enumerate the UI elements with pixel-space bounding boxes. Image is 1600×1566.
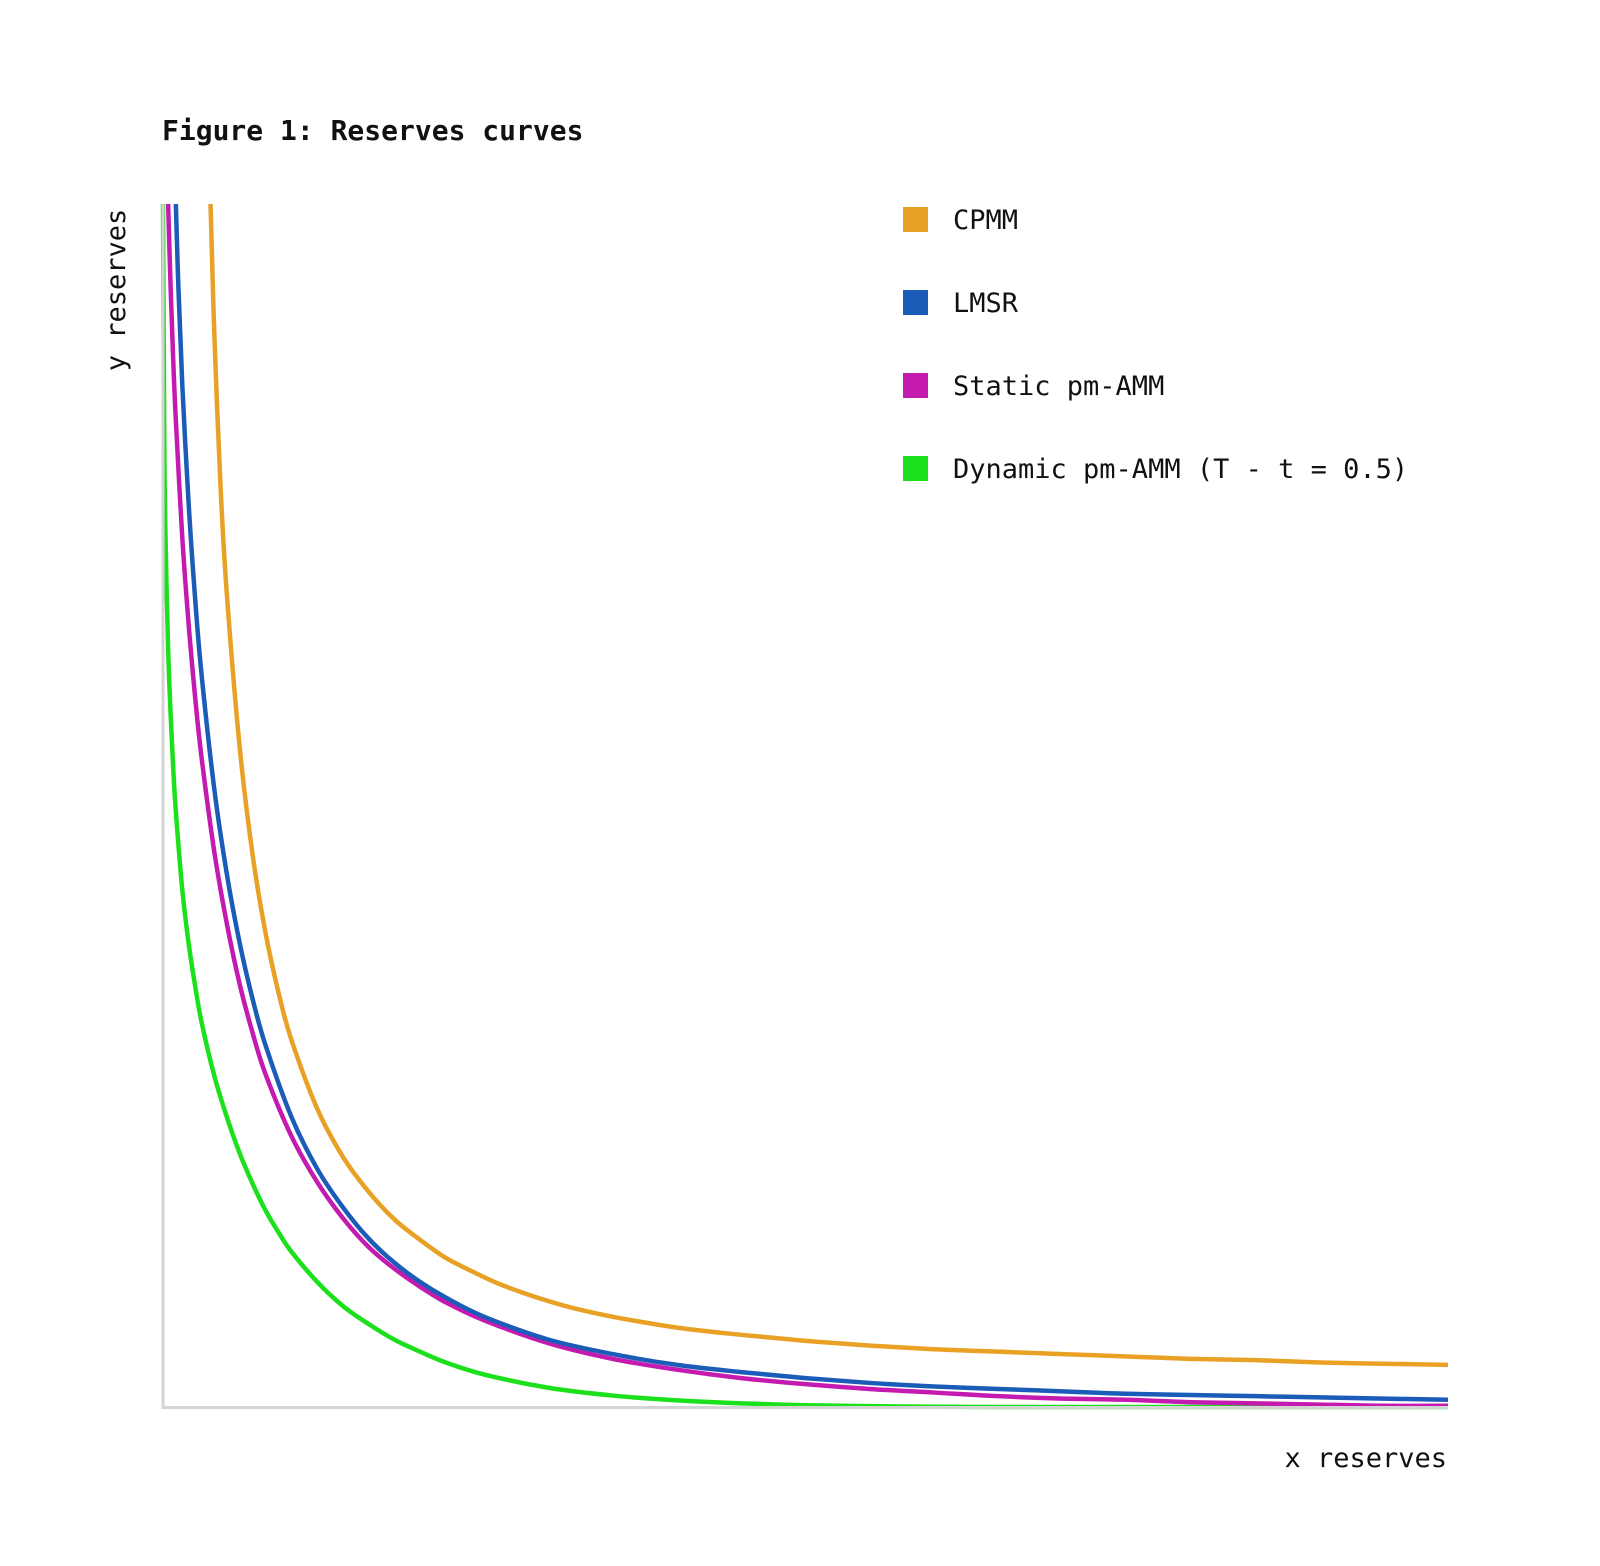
legend-label-dynamic-pm-amm-t-t-0-5: Dynamic pm-AMM (T - t = 0.5) [953,454,1408,485]
legend-item-lmsr: LMSR [903,288,1019,319]
legend-swatch-static-pm-amm [903,373,928,398]
series-line-static-pm-amm [165,203,1449,1409]
series-line-lmsr [173,203,1449,1403]
axes [161,204,1448,1409]
chart-title: Figure 1: Reserves curves [162,114,583,147]
axis-lines [161,204,1448,1409]
legend-label-static-pm-amm: Static pm-AMM [953,371,1164,402]
y-axis-label: y reserves [101,209,132,372]
legend-item-dynamic-pm-amm-t-t-0-5: Dynamic pm-AMM (T - t = 0.5) [903,454,1408,485]
legend-label-cpmm: CPMM [953,205,1018,236]
x-axis-label: x reserves [1284,1443,1447,1474]
plot-area [160,203,1449,1410]
legend-item-static-pm-amm: Static pm-AMM [903,371,1164,402]
legend-item-cpmm: CPMM [903,205,1018,236]
legend-label-lmsr: LMSR [953,288,1019,319]
legend-swatch-dynamic-pm-amm-t-t-0-5 [903,456,928,481]
legend-swatch-cpmm [903,207,928,232]
legend-swatch-lmsr [903,290,928,315]
legend: CPMM LMSR Static pm-AMM Dynamic pm-AMM (T -… [903,205,1408,485]
series-line-cpmm [208,203,1449,1368]
